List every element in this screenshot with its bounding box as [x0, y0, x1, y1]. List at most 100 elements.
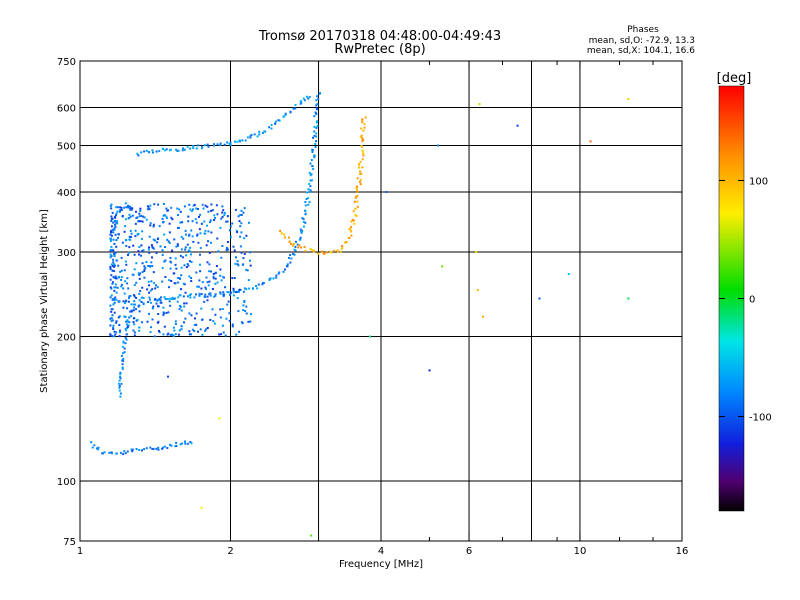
data-point	[354, 207, 357, 210]
data-point	[212, 275, 215, 278]
data-point	[102, 452, 104, 455]
data-point	[204, 204, 207, 207]
data-point	[128, 205, 131, 208]
data-point	[138, 212, 141, 215]
data-point	[158, 331, 161, 334]
data-point	[165, 312, 168, 314]
data-point	[110, 255, 113, 257]
data-point	[112, 261, 115, 264]
data-point	[270, 127, 273, 130]
data-point	[538, 297, 541, 300]
data-point	[278, 271, 281, 274]
data-point	[222, 276, 225, 278]
data-point	[257, 283, 260, 286]
data-point	[149, 331, 152, 334]
data-point	[235, 229, 238, 232]
data-point	[115, 259, 118, 262]
data-point	[111, 217, 114, 220]
data-point	[178, 308, 181, 311]
phases-x-stats: mean, sd,X: 104.1, 16.6	[587, 46, 695, 56]
data-point	[137, 154, 140, 157]
data-point	[170, 206, 173, 209]
data-point	[114, 275, 117, 278]
data-point	[108, 451, 111, 454]
data-point	[110, 229, 113, 232]
data-point	[286, 264, 288, 267]
data-point	[181, 221, 184, 224]
data-point	[119, 270, 122, 273]
data-point	[223, 211, 226, 214]
data-point	[232, 289, 235, 292]
data-point	[112, 297, 115, 300]
data-point	[199, 328, 202, 331]
data-point	[174, 263, 177, 266]
data-point	[143, 216, 146, 219]
data-point	[249, 136, 252, 139]
data-point	[114, 215, 116, 218]
data-point	[123, 351, 126, 354]
data-point	[168, 279, 171, 282]
data-point	[350, 230, 353, 233]
data-point	[482, 315, 484, 318]
data-point	[113, 264, 116, 267]
data-point	[226, 291, 229, 293]
data-point	[204, 295, 207, 298]
data-point	[193, 203, 196, 206]
data-point	[114, 220, 117, 222]
data-point	[181, 256, 184, 259]
data-point	[158, 225, 161, 228]
data-point	[203, 300, 206, 303]
data-point	[132, 303, 135, 306]
data-point	[119, 371, 122, 374]
data-point	[173, 238, 176, 241]
data-point	[110, 203, 113, 206]
data-point	[202, 207, 205, 210]
data-point	[142, 296, 145, 299]
data-point	[128, 213, 131, 216]
data-point	[184, 229, 187, 232]
data-point	[109, 268, 112, 271]
data-point	[156, 299, 159, 302]
data-point	[221, 211, 224, 214]
data-point	[180, 266, 183, 269]
data-point	[207, 284, 210, 287]
data-point	[192, 145, 195, 147]
data-point	[293, 253, 296, 256]
data-point	[126, 323, 129, 326]
data-point	[187, 295, 189, 298]
data-point	[323, 253, 326, 255]
data-point	[119, 392, 122, 395]
data-point	[309, 185, 312, 188]
phases-o-stats: mean, sd,O: -72.9, 13.3	[589, 36, 695, 46]
data-point	[307, 203, 310, 206]
data-point	[169, 304, 172, 307]
data-point	[292, 107, 295, 110]
data-point	[204, 232, 207, 235]
data-point	[364, 116, 367, 119]
data-point	[169, 257, 172, 259]
data-point	[294, 107, 297, 110]
data-point	[208, 293, 211, 296]
data-point	[154, 287, 157, 290]
data-point	[111, 265, 114, 267]
data-point	[151, 256, 153, 259]
data-point	[216, 281, 219, 284]
data-point	[237, 310, 240, 313]
data-point	[184, 248, 187, 251]
data-point	[150, 326, 152, 329]
data-point	[207, 210, 210, 213]
data-point	[210, 241, 212, 244]
data-point	[168, 222, 171, 225]
data-point	[110, 225, 113, 228]
data-point	[275, 276, 278, 279]
data-point	[195, 147, 198, 150]
data-point	[151, 307, 154, 310]
data-point	[157, 203, 160, 206]
data-point	[183, 321, 185, 324]
data-point	[305, 198, 308, 200]
data-point	[311, 165, 314, 168]
data-point	[115, 245, 118, 248]
data-point	[441, 265, 444, 268]
grid-lines	[79, 61, 683, 541]
data-point	[174, 297, 177, 300]
